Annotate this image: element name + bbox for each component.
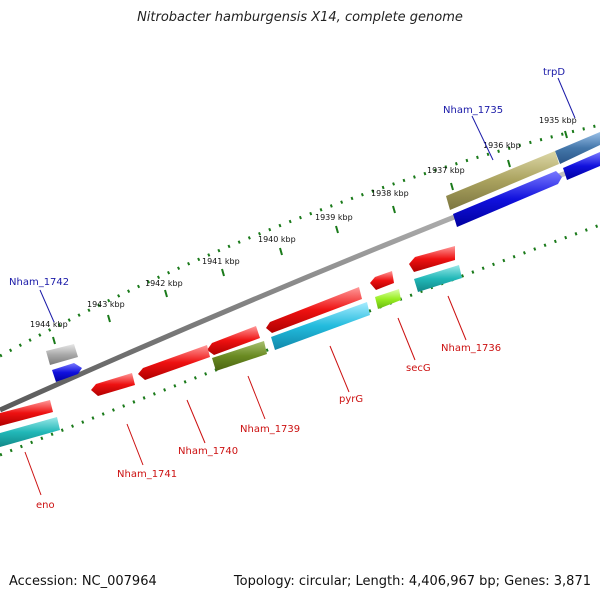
label-nham-1740[interactable]: Nham_1740	[178, 446, 238, 457]
tick-mark-1941	[221, 268, 225, 277]
leader-nham-1739	[247, 375, 266, 420]
leader-secg	[397, 317, 416, 361]
gene-eno-teal[interactable]	[0, 417, 60, 447]
gene-nham-1736-teal[interactable]	[414, 265, 462, 292]
label-nham-1735[interactable]: Nham_1735	[443, 105, 503, 116]
gene-nham-1735-blue[interactable]	[453, 171, 562, 227]
label-nham-1739[interactable]: Nham_1739	[240, 424, 300, 435]
accession-text: Accession: NC_007964	[9, 574, 157, 589]
tick-mark-1936	[507, 159, 511, 168]
leader-nham-1740	[186, 399, 206, 444]
tick-label-1935: 1935 kbp	[539, 116, 577, 125]
tick-mark-1942	[164, 289, 168, 298]
scale-tick-marks	[52, 130, 568, 345]
gene-nham-1742[interactable]	[52, 363, 82, 382]
gene-eno[interactable]	[0, 400, 53, 426]
genome-summary-text: Topology: circular; Length: 4,406,967 bp…	[233, 574, 591, 589]
tick-label-1941: 1941 kbp	[202, 257, 240, 266]
label-nham-1742[interactable]: Nham_1742	[9, 277, 69, 288]
gene-secg[interactable]	[370, 271, 394, 290]
tick-label-1939: 1939 kbp	[315, 213, 353, 222]
label-nham-1741[interactable]: Nham_1741	[117, 469, 177, 480]
tick-label-1943: 1943 kbp	[87, 300, 125, 309]
label-secg[interactable]: secG	[406, 363, 431, 374]
tick-mark-1944	[52, 336, 56, 345]
leader-nham-1735	[471, 115, 494, 161]
gene-nham-1736[interactable]	[409, 246, 455, 272]
leader-nham-1736	[447, 295, 467, 341]
tick-mark-1935	[564, 130, 568, 139]
tick-mark-1940	[279, 247, 283, 256]
label-trpd[interactable]: trpD	[543, 67, 565, 78]
tick-mark-1937	[450, 182, 454, 191]
tick-label-1938: 1938 kbp	[371, 189, 409, 198]
leader-nham-1741	[126, 423, 144, 466]
gene-nham-1742-grey[interactable]	[46, 344, 78, 365]
label-eno[interactable]: eno	[36, 500, 55, 511]
map-title: Nitrobacter hamburgensis X14, complete g…	[137, 10, 463, 25]
tick-label-1936: 1936 kbp	[483, 141, 521, 150]
gene-secg-lime[interactable]	[375, 289, 401, 309]
tick-mark-1938	[392, 205, 396, 214]
gene-trpd-blue[interactable]	[563, 152, 600, 180]
tick-label-1940: 1940 kbp	[258, 235, 296, 244]
gene-nham-1740[interactable]	[138, 345, 210, 380]
tick-mark-1939	[335, 225, 339, 234]
gene-nham-1739-green[interactable]	[212, 341, 267, 371]
label-nham-1736[interactable]: Nham_1736	[441, 343, 501, 354]
leader-trpd	[557, 77, 576, 119]
tick-mark-1943	[107, 314, 111, 323]
leader-lines	[24, 77, 576, 496]
leader-nham-1742	[39, 289, 55, 323]
scale-tick-labels: 1935 kbp 1936 kbp 1937 kbp 1938 kbp 1939…	[30, 116, 577, 329]
outer-scale-track	[0, 123, 600, 358]
leader-pyrg	[329, 345, 350, 393]
gene-labels: trpD Nham_1735 Nham_1742 Nham_1736 secG …	[9, 67, 565, 511]
gene-nham-1735[interactable]	[446, 151, 559, 210]
tick-label-1942: 1942 kbp	[145, 279, 183, 288]
label-pyrg[interactable]: pyrG	[339, 394, 363, 405]
tick-label-1937: 1937 kbp	[427, 166, 465, 175]
gene-nham-1741[interactable]	[91, 373, 135, 396]
gene-pyrg[interactable]	[266, 287, 362, 333]
gene-trpd[interactable]	[555, 132, 600, 164]
gene-nham-1739[interactable]	[207, 326, 260, 355]
reverse-genes	[0, 246, 462, 447]
forward-genes	[46, 132, 600, 382]
tick-label-1944: 1944 kbp	[30, 320, 68, 329]
leader-eno	[24, 451, 42, 496]
gene-pyrg-cyan[interactable]	[271, 302, 370, 350]
